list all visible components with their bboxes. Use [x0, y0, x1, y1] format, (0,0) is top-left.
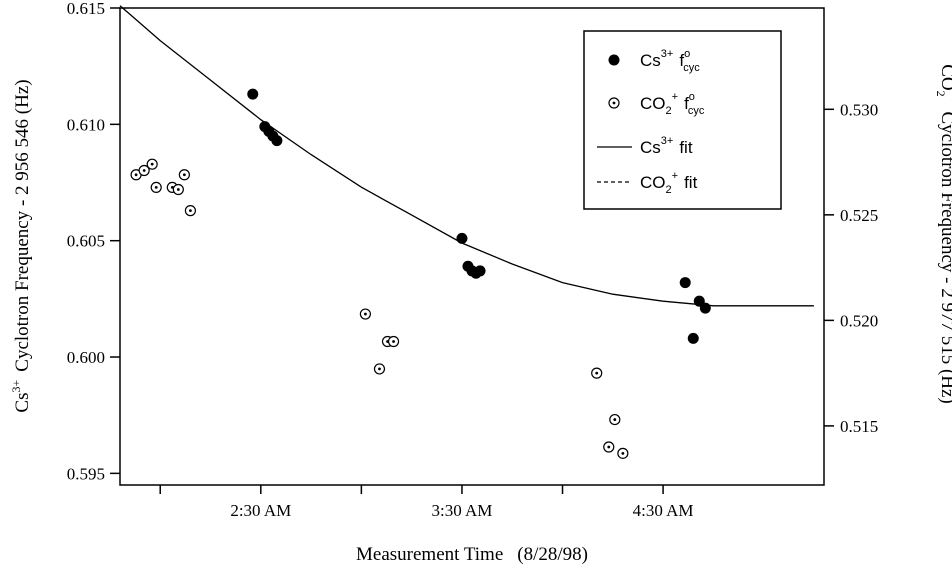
y-right-tick-label: 0.515 — [840, 417, 878, 436]
co2-data-point-center — [189, 209, 192, 213]
co2-data-point-center — [621, 451, 625, 455]
legend-item-cs-fit: Cs3+ fit — [597, 135, 693, 157]
axes: 2:30 AM 3:30 AM 4:30 AM 0.595 0.600 0.605 0.61… — [67, 0, 879, 520]
co2-data-point-center — [154, 186, 158, 189]
cs-data-point — [474, 265, 486, 277]
y-right-tick-label: 0.525 — [840, 206, 878, 225]
co2-data-point-center — [613, 418, 617, 421]
co2-data-point-center — [363, 312, 367, 316]
cs-data-point — [247, 88, 259, 100]
y-axis-left-label: Cs3+Cyclotron Frequency - 2 956 546 (Hz) — [9, 79, 33, 412]
y-left-tick-label: 0.600 — [67, 348, 105, 367]
y-left-tick-label: 0.605 — [67, 232, 105, 251]
legend: Cs3+ fo cyc CO2+ fo cyc Cs3+ fit CO2+ fit — [583, 30, 782, 210]
legend-label: Cs3+ fo cyc — [640, 48, 700, 74]
y-right-tick-label: 0.520 — [840, 311, 878, 330]
legend-item-cs-data: Cs3+ fo cyc — [608, 48, 700, 74]
cs-data-point — [687, 332, 699, 344]
data-points — [130, 88, 711, 459]
co2-data-point-center — [142, 169, 146, 172]
filled-circle-marker — [608, 54, 620, 66]
legend-item-co2-data: CO2+ fo cyc — [608, 91, 705, 117]
co2-data-point-center — [134, 173, 138, 177]
y-left-tick-label: 0.595 — [67, 464, 105, 483]
cs-data-point — [679, 277, 691, 289]
plot-frame — [119, 7, 825, 486]
svg-text:CO2+Cyclotron Frequency - 2 97: CO2+Cyclotron Frequency - 2 977 515 (Hz) — [934, 64, 952, 404]
svg-text:Cs3+Cyclotron Frequency - 2 95: Cs3+Cyclotron Frequency - 2 956 546 (Hz) — [9, 79, 33, 412]
cs-data-point — [456, 232, 468, 244]
legend-label: CO2+ fo cyc — [640, 91, 705, 117]
x-tick-label: 2:30 AM — [230, 501, 291, 520]
y-left-tick-label: 0.615 — [67, 0, 105, 18]
legend-label: Cs3+ fit — [640, 135, 693, 157]
co2-data-point-center — [392, 340, 395, 343]
y-left-tick-label: 0.610 — [67, 115, 105, 134]
y-axis-right-label: CO2+Cyclotron Frequency - 2 977 515 (Hz) — [934, 64, 952, 404]
co2-data-point-center — [182, 173, 186, 177]
co2-data-point-center — [378, 367, 381, 371]
cs-data-point — [271, 135, 283, 147]
co2-data-point-center — [150, 162, 154, 166]
y-right-tick-label: 0.530 — [840, 100, 878, 119]
legend-item-co2-fit: CO2+ fit — [597, 170, 698, 196]
x-tick-label: 4:30 AM — [633, 501, 694, 520]
x-tick-label: 3:30 AM — [431, 501, 492, 520]
co2-data-point-center — [607, 445, 611, 449]
co2-data-point-center — [595, 371, 599, 375]
x-axis-label: Measurement Time (8/28/98) — [356, 544, 588, 565]
legend-label: CO2+ fit — [640, 170, 698, 196]
cs-data-point — [699, 302, 711, 314]
co2-data-point-center — [176, 188, 180, 191]
